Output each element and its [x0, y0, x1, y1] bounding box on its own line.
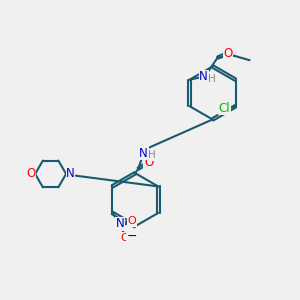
Text: N: N [66, 167, 75, 180]
Text: H: H [148, 150, 156, 160]
Text: O: O [223, 47, 232, 60]
Text: H: H [208, 74, 216, 84]
Text: N: N [199, 70, 208, 83]
Text: O: O [121, 232, 129, 243]
Text: −: − [126, 230, 137, 243]
Text: O: O [128, 216, 136, 226]
Text: N: N [140, 147, 148, 160]
Text: N: N [116, 218, 125, 230]
Text: O: O [144, 156, 153, 169]
Text: Cl: Cl [219, 101, 230, 115]
Text: O: O [26, 167, 35, 180]
